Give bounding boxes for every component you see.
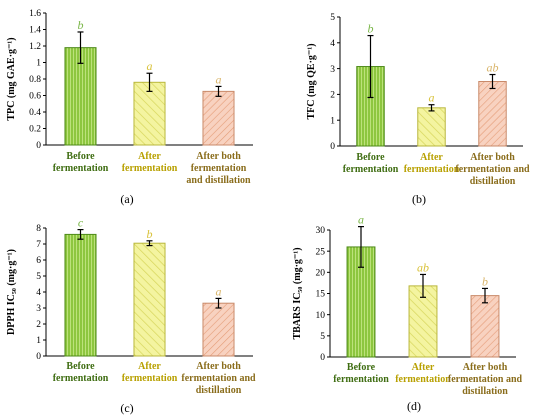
y-tick-label: 7 <box>36 240 41 250</box>
significance-letter: c <box>78 216 84 230</box>
y-axis-label: TBARS IC₅₀ (mg·g⁻¹) <box>292 247 303 339</box>
bar <box>202 90 235 146</box>
significance-letter: b <box>147 227 153 241</box>
bar <box>470 295 500 358</box>
significance-letter: a <box>147 59 153 73</box>
category-label: fermentation <box>395 374 451 385</box>
category-label: fermentation <box>53 163 109 174</box>
category-label: fermentation and <box>181 373 256 384</box>
category-label: distillation <box>196 385 242 396</box>
y-tick-label: 0 <box>330 142 335 152</box>
significance-letter: b <box>482 274 488 288</box>
y-tick-label: 6 <box>36 256 41 266</box>
y-tick-label: 20 <box>316 269 326 279</box>
category-label: Before <box>347 362 376 373</box>
category-label: After both <box>196 361 241 372</box>
y-tick-label: 0.8 <box>29 75 41 85</box>
bar <box>64 233 97 357</box>
significance-letter: ab <box>487 61 499 75</box>
panel-label: (d) <box>407 399 421 413</box>
category-label: distillation <box>470 176 516 187</box>
y-tick-label: 0 <box>36 141 41 151</box>
y-tick-label: 10 <box>316 311 326 321</box>
y-axis-label: TPC (mg GAE·g⁻¹) <box>6 37 17 120</box>
category-label: After both <box>470 152 515 163</box>
y-tick-label: 8 <box>36 224 41 234</box>
y-tick-label: 2 <box>36 320 41 330</box>
category-label: Before <box>356 152 385 163</box>
y-tick-label: 0 <box>320 353 325 363</box>
y-tick-label: 5 <box>320 332 325 342</box>
category-label: After both <box>196 151 241 162</box>
y-tick-label: 0.4 <box>29 108 41 118</box>
y-tick-label: 0.6 <box>29 92 41 102</box>
bar <box>417 107 446 147</box>
category-label: fermentation <box>333 374 389 385</box>
category-label: After <box>420 152 443 163</box>
category-label: After both <box>463 362 508 373</box>
bar <box>478 81 507 147</box>
y-tick-label: 2 <box>330 91 335 101</box>
y-tick-label: 1 <box>36 59 41 69</box>
y-tick-label: 5 <box>36 272 41 282</box>
y-tick-label: 3 <box>36 304 41 314</box>
category-label: fermentation <box>404 164 460 175</box>
y-tick-label: 3 <box>330 65 335 75</box>
bar <box>133 81 166 146</box>
y-tick-label: 4 <box>36 288 41 298</box>
y-tick-label: 0 <box>36 352 41 362</box>
y-tick-label: 1 <box>330 116 335 126</box>
category-label: distillation <box>462 386 508 397</box>
y-tick-label: 15 <box>316 290 326 300</box>
y-tick-label: 1.6 <box>29 9 41 19</box>
category-label: fermentation and <box>448 374 523 385</box>
y-tick-label: 25 <box>316 247 326 257</box>
category-label: fermentation <box>53 373 109 384</box>
significance-letter: b <box>368 22 374 36</box>
category-label: fermentation <box>343 164 399 175</box>
category-label: After <box>138 151 161 162</box>
y-tick-label: 0.2 <box>29 125 41 135</box>
category-label: Before <box>66 151 95 162</box>
y-tick-label: 1.2 <box>29 42 41 52</box>
panel-label: (c) <box>120 401 133 415</box>
y-tick-label: 5 <box>330 13 335 23</box>
significance-letter: a <box>216 284 222 298</box>
category-label: After <box>412 362 435 373</box>
category-label: fermentation <box>122 373 178 384</box>
chart-panel: 0 0.2 0.4 0.6 0.8 1 1.2 1.4 1.6 TPC (mg GAE·g⁻¹) b… <box>6 9 253 206</box>
category-label: After <box>138 361 161 372</box>
category-label: Before <box>66 361 95 372</box>
bar <box>202 302 235 357</box>
y-tick-label: 1 <box>36 336 41 346</box>
y-tick-label: 4 <box>330 39 335 49</box>
y-axis-label: TFC (mg QE·g⁻¹) <box>306 43 317 119</box>
bar <box>133 242 166 357</box>
significance-letter: b <box>78 18 84 32</box>
significance-letter: a <box>216 72 222 86</box>
y-axis-label: DPPH IC₅₀ (mg·g⁻¹) <box>6 249 17 335</box>
category-label: fermentation <box>122 163 178 174</box>
y-tick-label: 30 <box>316 226 326 236</box>
category-label: and distillation <box>186 175 251 186</box>
panel-label: (b) <box>412 192 426 206</box>
category-label: fermentation <box>191 163 247 174</box>
significance-letter: a <box>358 213 364 227</box>
y-tick-label: 1.4 <box>29 26 41 36</box>
significance-letter: ab <box>417 260 429 274</box>
significance-letter: a <box>429 91 435 105</box>
panel-label: (a) <box>120 192 133 206</box>
category-label: fermentation and <box>455 164 530 175</box>
